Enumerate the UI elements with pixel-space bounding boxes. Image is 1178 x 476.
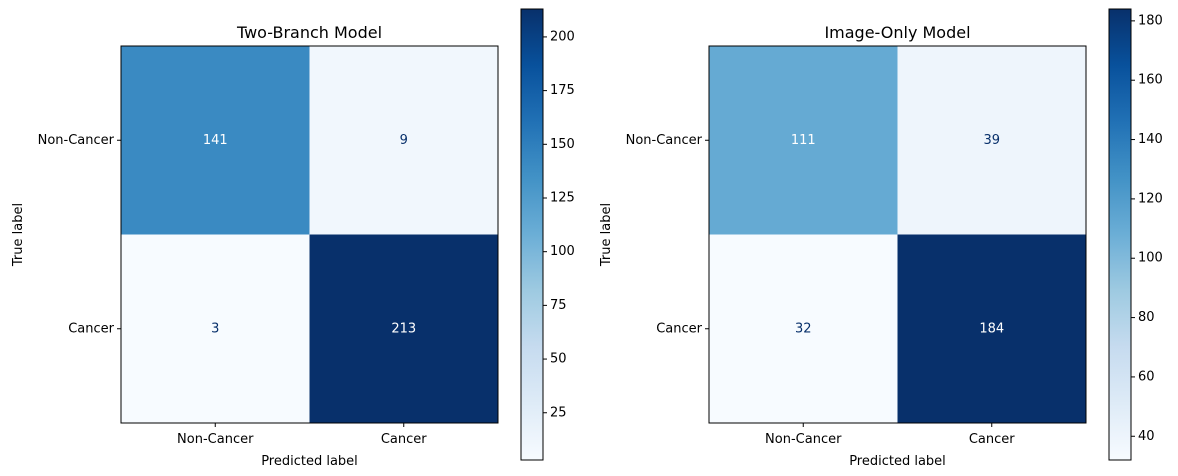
colorbar-tick-label: 125 — [550, 190, 575, 205]
chart-title: Image-Only Model — [824, 23, 970, 42]
y-tick-label: Non-Cancer — [38, 133, 115, 148]
heatmap-cell — [121, 46, 310, 235]
colorbar-tick-label: 100 — [550, 244, 575, 259]
heatmap-cell — [121, 234, 310, 424]
colorbar-tick-label: 180 — [1138, 13, 1163, 28]
heatmap-cell — [897, 46, 1087, 235]
x-tick-label: Cancer — [969, 432, 1015, 447]
colorbar-tick-label: 80 — [1138, 310, 1155, 325]
cell-value-label: 9 — [400, 133, 408, 148]
y-tick-label: Cancer — [68, 321, 114, 336]
confusion-matrix-panel-2: 111 39 32 184 Non-Cancer Cancer Non-Cancer Canc… — [599, 8, 1163, 469]
heatmap-cell — [309, 46, 499, 235]
cell-value-label: 141 — [203, 133, 228, 148]
colorbar-frame — [520, 8, 544, 461]
heatmap-cell — [309, 234, 499, 424]
cell-value-label: 3 — [211, 321, 219, 336]
colorbar-tick-label: 120 — [1138, 191, 1163, 206]
y-tick-label: Non-Cancer — [626, 133, 703, 148]
axes-frame — [708, 45, 1087, 424]
x-axis-label: Predicted label — [849, 454, 946, 469]
confusion-matrix-panel-1: 141 9 3 213 Non-Cancer Cancer Non-Cancer Cancer… — [11, 8, 575, 469]
cell-value-label: 111 — [791, 133, 816, 148]
colorbar-tick-label: 100 — [1138, 251, 1163, 266]
x-tick-label: Non-Cancer — [765, 432, 842, 447]
colorbar-tick-label: 140 — [1138, 132, 1163, 147]
chart-title: Two-Branch Model — [236, 23, 382, 42]
heatmap-cell — [709, 234, 898, 424]
x-tick-label: Cancer — [381, 432, 427, 447]
y-axis-label: True label — [599, 203, 614, 267]
axes-frame — [120, 45, 499, 424]
cell-value-label: 32 — [795, 321, 812, 336]
colorbar-tick-label: 50 — [550, 352, 567, 367]
colorbar-gradient — [521, 9, 543, 460]
y-axis-label: True label — [11, 203, 26, 267]
cell-value-label: 213 — [391, 321, 416, 336]
cell-value-label: 184 — [979, 321, 1004, 336]
colorbar-tick-label: 75 — [550, 298, 567, 313]
heatmap-cell — [897, 234, 1087, 424]
x-axis-label: Predicted label — [261, 454, 358, 469]
cell-value-label: 39 — [983, 133, 1000, 148]
colorbar-gradient — [1109, 9, 1131, 460]
colorbar-tick-label: 200 — [550, 29, 575, 44]
x-tick-label: Non-Cancer — [177, 432, 254, 447]
colorbar-tick-label: 150 — [550, 137, 575, 152]
colorbar-tick-label: 25 — [550, 405, 567, 420]
y-tick-label: Cancer — [656, 321, 702, 336]
colorbar-frame — [1108, 8, 1132, 461]
colorbar-tick-label: 60 — [1138, 369, 1155, 384]
colorbar-tick-label: 175 — [550, 83, 575, 98]
colorbar-tick-label: 160 — [1138, 73, 1163, 88]
colorbar-tick-label: 40 — [1138, 429, 1155, 444]
heatmap-cell — [709, 46, 898, 235]
